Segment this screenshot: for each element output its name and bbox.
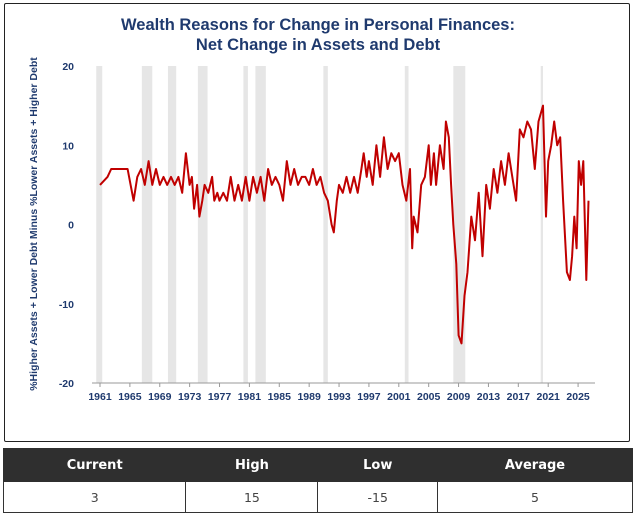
summary-table: Current High Low Average 3 15 -15 5 — [2, 448, 634, 513]
x-tick-label: 2013 — [477, 391, 501, 403]
x-tick-label: 1977 — [208, 391, 232, 403]
x-tick-label: 1981 — [238, 391, 262, 403]
x-tick-label: 2009 — [447, 391, 471, 403]
y-axis-label: %Higher Assets + Lower Debt Minus %Lower… — [28, 57, 40, 391]
y-tick-label: 10 — [62, 140, 74, 152]
recession-band — [243, 66, 248, 383]
chart-title-line-1: Wealth Reasons for Change in Personal Fi… — [121, 16, 515, 34]
recession-band — [96, 66, 103, 383]
header-low: Low — [317, 448, 438, 482]
value-average: 5 — [436, 481, 634, 513]
x-tick-label: 2001 — [387, 391, 411, 403]
x-tick-label: 2025 — [566, 391, 590, 403]
x-tick-label: 1969 — [148, 391, 172, 403]
x-tick-label: 2005 — [417, 391, 441, 403]
summary-header-row: Current High Low Average — [2, 448, 634, 482]
chart-frame — [4, 3, 630, 442]
recession-band — [404, 66, 409, 383]
recession-band — [197, 66, 208, 383]
x-tick-label: 2021 — [537, 391, 561, 403]
x-tick-label: 1993 — [327, 391, 351, 403]
x-tick-label: 2017 — [507, 391, 531, 403]
series-line — [99, 104, 590, 345]
value-high: 15 — [185, 481, 319, 513]
x-tick-label: 1973 — [178, 391, 202, 403]
value-current: 3 — [2, 481, 187, 513]
chart-title-line-2: Net Change in Assets and Debt — [196, 36, 441, 54]
x-tick-label: 1997 — [357, 391, 381, 403]
y-tick-label: 20 — [62, 61, 74, 73]
x-tick-label: 1961 — [88, 391, 112, 403]
header-high: High — [185, 448, 319, 482]
header-average: Average — [436, 448, 634, 482]
recession-band — [540, 66, 543, 383]
line-chart: Wealth Reasons for Change in Personal Fi… — [28, 16, 595, 403]
recession-band — [453, 66, 466, 383]
summary-value-row: 3 15 -15 5 — [2, 481, 634, 513]
y-tick-label: -10 — [59, 299, 74, 311]
recession-band — [255, 66, 266, 383]
header-current: Current — [2, 448, 187, 482]
x-tick-label: 1989 — [297, 391, 321, 403]
y-tick-label: 0 — [68, 220, 74, 232]
recession-band — [141, 66, 153, 383]
value-low: -15 — [317, 481, 438, 513]
recession-band — [167, 66, 177, 383]
recession-band — [323, 66, 328, 383]
x-tick-label: 1965 — [118, 391, 142, 403]
x-tick-label: 1985 — [268, 391, 292, 403]
y-tick-label: -20 — [59, 378, 74, 390]
